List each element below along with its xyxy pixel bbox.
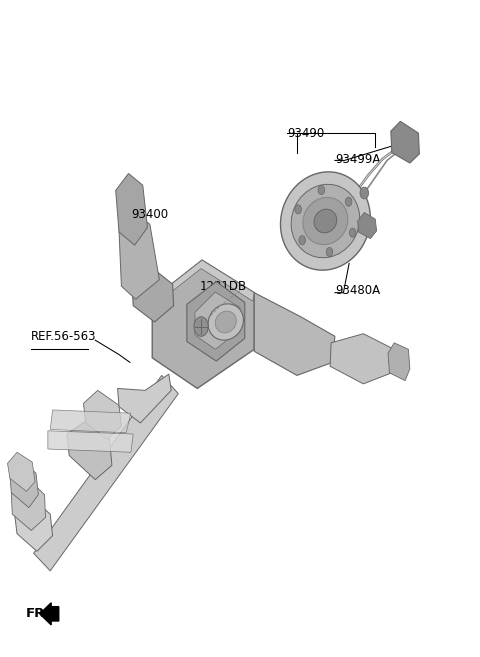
Polygon shape: [12, 480, 46, 530]
Text: REF.56-563: REF.56-563: [31, 330, 97, 343]
Circle shape: [326, 248, 333, 256]
Text: 93499A: 93499A: [335, 152, 380, 166]
Text: FR.: FR.: [25, 607, 50, 620]
Ellipse shape: [280, 172, 370, 270]
Polygon shape: [388, 343, 410, 380]
Circle shape: [360, 187, 369, 199]
Polygon shape: [358, 213, 377, 238]
Polygon shape: [152, 260, 254, 307]
Polygon shape: [152, 260, 254, 388]
Ellipse shape: [215, 311, 236, 333]
Polygon shape: [67, 421, 112, 480]
Polygon shape: [187, 282, 245, 361]
Polygon shape: [116, 173, 147, 245]
Polygon shape: [195, 292, 240, 350]
Polygon shape: [34, 375, 179, 571]
Polygon shape: [8, 452, 35, 491]
Text: 93480A: 93480A: [335, 284, 380, 297]
Text: 1231DB: 1231DB: [200, 280, 247, 292]
Text: 93400: 93400: [131, 208, 168, 221]
Ellipse shape: [208, 304, 243, 340]
Polygon shape: [118, 374, 171, 423]
Text: 93490: 93490: [288, 127, 324, 139]
Polygon shape: [48, 431, 133, 452]
Circle shape: [295, 205, 301, 214]
Polygon shape: [391, 122, 420, 163]
Circle shape: [349, 228, 356, 237]
Polygon shape: [119, 213, 159, 299]
Polygon shape: [330, 334, 394, 384]
Polygon shape: [254, 292, 335, 375]
Polygon shape: [84, 390, 121, 440]
Ellipse shape: [291, 185, 360, 258]
Ellipse shape: [314, 209, 337, 233]
Polygon shape: [10, 462, 38, 508]
Polygon shape: [14, 499, 53, 551]
Circle shape: [345, 197, 352, 206]
Ellipse shape: [303, 197, 348, 244]
Circle shape: [299, 236, 306, 245]
Circle shape: [194, 317, 208, 336]
Polygon shape: [132, 268, 174, 322]
Polygon shape: [50, 410, 131, 433]
Circle shape: [318, 185, 324, 194]
FancyArrow shape: [40, 602, 59, 625]
